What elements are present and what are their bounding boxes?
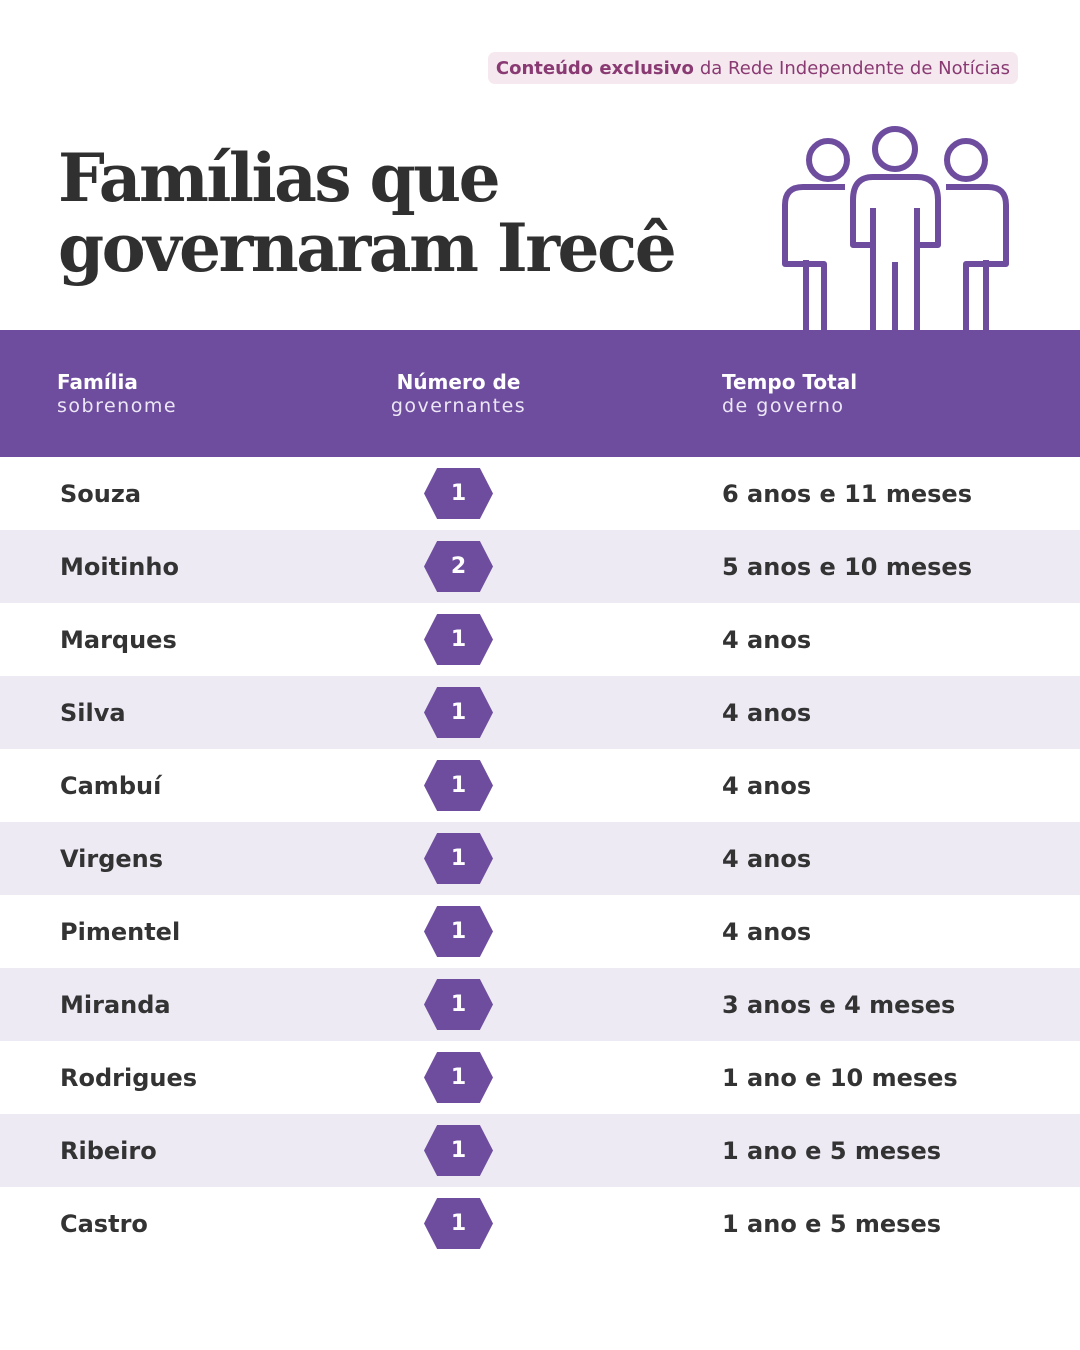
column-header-time: Tempo Total de governo [722,370,857,418]
table-row: Souza 1 6 anos e 11 meses [0,457,1080,530]
table-row: Moitinho 2 5 anos e 10 meses [0,530,1080,603]
total-time: 1 ano e 5 meses [722,1209,941,1238]
governor-count-hexagon: 1 [424,1052,493,1103]
total-time: 4 anos [722,771,812,800]
column-header-family: Família sobrenome [57,370,177,418]
total-time: 1 ano e 5 meses [722,1136,941,1165]
total-time: 4 anos [722,844,812,873]
column-title: Tempo Total [722,370,858,394]
governor-count-hexagon: 1 [424,614,493,665]
table-row: Virgens 1 4 anos [0,822,1080,895]
total-time: 4 anos [722,917,812,946]
table-row: Ribeiro 1 1 ano e 5 meses [0,1114,1080,1187]
governor-count-hexagon: 1 [424,906,493,957]
table-body: Souza 1 6 anos e 11 meses Moitinho 2 5 a… [0,457,1080,1260]
family-name: Marques [60,625,177,654]
family-name: Ribeiro [60,1136,157,1165]
family-name: Souza [60,479,142,508]
family-name: Miranda [60,990,171,1019]
family-name: Pimentel [60,917,181,946]
total-time: 1 ano e 10 meses [722,1063,958,1092]
table-row: Castro 1 1 ano e 5 meses [0,1187,1080,1260]
column-title: Número de [396,370,521,394]
total-time: 5 anos e 10 meses [722,552,972,581]
column-subtitle: de governo [722,395,845,417]
governor-count-hexagon: 1 [424,760,493,811]
page-title: Famílias que governaram Irecê [58,139,677,287]
table-row: Silva 1 4 anos [0,676,1080,749]
governor-count-hexagon: 1 [424,1125,493,1176]
column-subtitle: sobrenome [57,395,178,417]
governor-count-hexagon: 2 [424,541,493,592]
source-badge-text: da Rede Independente de Notícias [699,57,1010,79]
table-row: Cambuí 1 4 anos [0,749,1080,822]
governor-count-hexagon: 1 [424,833,493,884]
column-title: Família [57,370,138,394]
total-time: 4 anos [722,698,812,727]
governor-count-hexagon: 1 [424,468,493,519]
table-row: Miranda 1 3 anos e 4 meses [0,968,1080,1041]
governor-count-hexagon: 1 [424,979,493,1030]
governor-count-hexagon: 1 [424,687,493,738]
table-row: Pimentel 1 4 anos [0,895,1080,968]
column-subtitle: governantes [390,395,527,417]
source-badge-strong: Conteúdo exclusivo [495,57,694,79]
family-name: Silva [60,698,126,727]
total-time: 4 anos [722,625,812,654]
table-row: Rodrigues 1 1 ano e 10 meses [0,1041,1080,1114]
table-header: Família sobrenome Número de governantes … [0,330,1080,457]
family-name: Moitinho [60,552,179,581]
source-badge: Conteúdo exclusivo da Rede Independente … [487,52,1018,84]
total-time: 3 anos e 4 meses [722,990,956,1019]
page-title-line-1: Famílias que [58,139,501,217]
governor-count-hexagon: 1 [424,1198,493,1249]
family-name: Castro [60,1209,148,1238]
family-name: Virgens [60,844,164,873]
column-header-count: Número de governantes [388,370,529,418]
family-name: Rodrigues [60,1063,198,1092]
three-people-icon [782,126,1009,332]
family-name: Cambuí [60,771,162,800]
total-time: 6 anos e 11 meses [722,479,972,508]
table-row: Marques 1 4 anos [0,603,1080,676]
page-title-line-2: governaram Irecê [58,209,677,287]
